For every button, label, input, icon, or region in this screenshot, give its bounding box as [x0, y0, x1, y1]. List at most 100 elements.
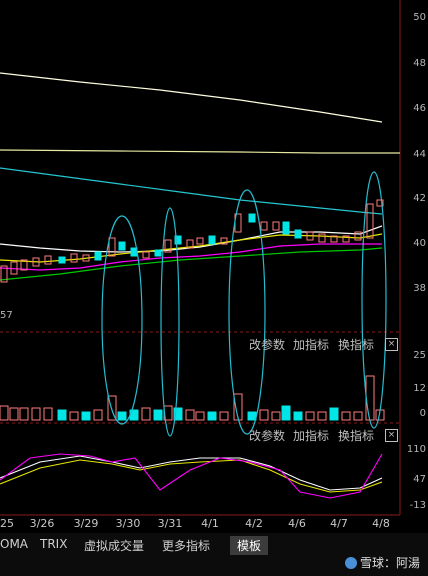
- price-left-label: 57: [0, 310, 13, 321]
- date-label: 4/1: [201, 517, 219, 530]
- candle: [20, 259, 28, 271]
- candle: [208, 235, 216, 245]
- close-icon[interactable]: ×: [385, 338, 398, 351]
- candle: [174, 235, 182, 245]
- price-tick: 46: [413, 103, 426, 114]
- volume-tick: 0: [420, 408, 426, 419]
- volume-bar: [69, 411, 79, 421]
- price-tick: 40: [413, 238, 426, 249]
- watermark-label: 雪球：阿湯: [359, 556, 420, 570]
- kdj-lines: [0, 453, 383, 499]
- volume-bar: [43, 407, 53, 421]
- volume-bar: [247, 411, 257, 421]
- annotation-ellipses: [101, 171, 387, 437]
- price-tick: 42: [413, 193, 426, 204]
- kdj-tick: 110: [407, 444, 426, 455]
- date-label: 4/6: [288, 517, 306, 530]
- volume-bar: [317, 411, 327, 421]
- candle: [376, 199, 384, 207]
- date-label: 4/8: [372, 517, 390, 530]
- volume-bar: [329, 407, 339, 421]
- volume-bar: [31, 407, 41, 421]
- volume-bar: [153, 409, 163, 421]
- tab-oma[interactable]: OMA: [0, 537, 29, 551]
- date-label: 3/26: [30, 517, 55, 530]
- volume-bar: [93, 409, 103, 421]
- candle: [248, 213, 256, 223]
- candles: [0, 199, 384, 283]
- volume-bar: [365, 375, 375, 421]
- kdj-line: [0, 455, 383, 491]
- tab-trix[interactable]: TRIX: [40, 537, 68, 551]
- switch-indicator-button[interactable]: 换指标: [338, 338, 375, 352]
- kdj-tick: 47: [413, 474, 426, 485]
- tab-more-indicators[interactable]: 更多指标: [162, 539, 211, 553]
- volume-bars: [0, 375, 385, 421]
- volume-bar: [0, 405, 9, 421]
- volume-bar: [9, 407, 19, 421]
- volume-bar: [293, 411, 303, 421]
- date-label: 4/7: [330, 517, 348, 530]
- candle: [354, 231, 362, 241]
- price-tick: 50: [413, 12, 426, 23]
- volume-bar: [207, 411, 217, 421]
- candle: [306, 231, 314, 241]
- volume-tick: 12: [413, 383, 426, 394]
- candle: [260, 221, 268, 231]
- watermark: 雪球：阿湯: [344, 554, 420, 571]
- add-indicator-button[interactable]: 加指标: [293, 338, 330, 352]
- annotation-ellipse: [160, 207, 180, 437]
- price-tick: 48: [413, 58, 426, 69]
- volume-bar: [281, 405, 291, 421]
- volume-bar: [305, 411, 315, 421]
- edit-params-button[interactable]: 改参数: [249, 338, 286, 352]
- date-label: 3/29: [74, 517, 99, 530]
- volume-bar: [57, 409, 67, 421]
- candle: [342, 235, 350, 243]
- volume-bar: [141, 407, 151, 421]
- candle: [154, 249, 162, 257]
- moving-average-line: [0, 225, 383, 253]
- date-label: 3/30: [116, 517, 141, 530]
- date-label: 4/2: [245, 517, 263, 530]
- candle: [118, 241, 126, 251]
- tab-template[interactable]: 模板: [230, 536, 269, 555]
- candle: [58, 256, 66, 264]
- candle: [70, 253, 78, 263]
- candle: [366, 203, 374, 239]
- annotation-ellipse: [101, 215, 143, 425]
- close-icon[interactable]: ×: [385, 429, 398, 442]
- tab-virtual-volume[interactable]: 虚拟成交量: [84, 539, 145, 553]
- switch-indicator-button[interactable]: 换指标: [338, 429, 375, 443]
- candle: [164, 239, 172, 253]
- moving-average-line: [0, 167, 383, 215]
- candle: [94, 251, 102, 261]
- volume-bar: [185, 409, 195, 421]
- volume-bar: [259, 409, 269, 421]
- add-indicator-button[interactable]: 加指标: [293, 429, 330, 443]
- moving-average-line: [0, 243, 382, 271]
- indicator-tab-bar: OMA TRIX 虚拟成交量 更多指标 模板 雪球：阿湯: [0, 533, 428, 576]
- volume-bar: [117, 411, 127, 421]
- moving-average-lines: [0, 72, 400, 281]
- price-tick: 44: [413, 149, 426, 160]
- annotation-ellipse: [361, 171, 387, 429]
- snowball-logo-icon: [344, 557, 357, 569]
- candle: [0, 265, 8, 283]
- moving-average-line: [0, 149, 400, 154]
- annotation-ellipse: [228, 189, 266, 435]
- candle: [272, 221, 280, 231]
- volume-bar: [271, 411, 281, 421]
- date-label: 25: [0, 517, 14, 530]
- edit-params-button[interactable]: 改参数: [249, 429, 286, 443]
- candle: [32, 257, 40, 267]
- candle: [108, 237, 116, 257]
- candle: [330, 235, 338, 243]
- chart-grid: [0, 0, 401, 516]
- moving-average-line: [0, 247, 383, 281]
- candle: [44, 255, 52, 265]
- candle: [142, 251, 150, 259]
- candlestick-chart[interactable]: 50 48 46 44 42 40 38 57 25 12 0 110 47 -…: [0, 0, 428, 533]
- candle: [82, 254, 90, 262]
